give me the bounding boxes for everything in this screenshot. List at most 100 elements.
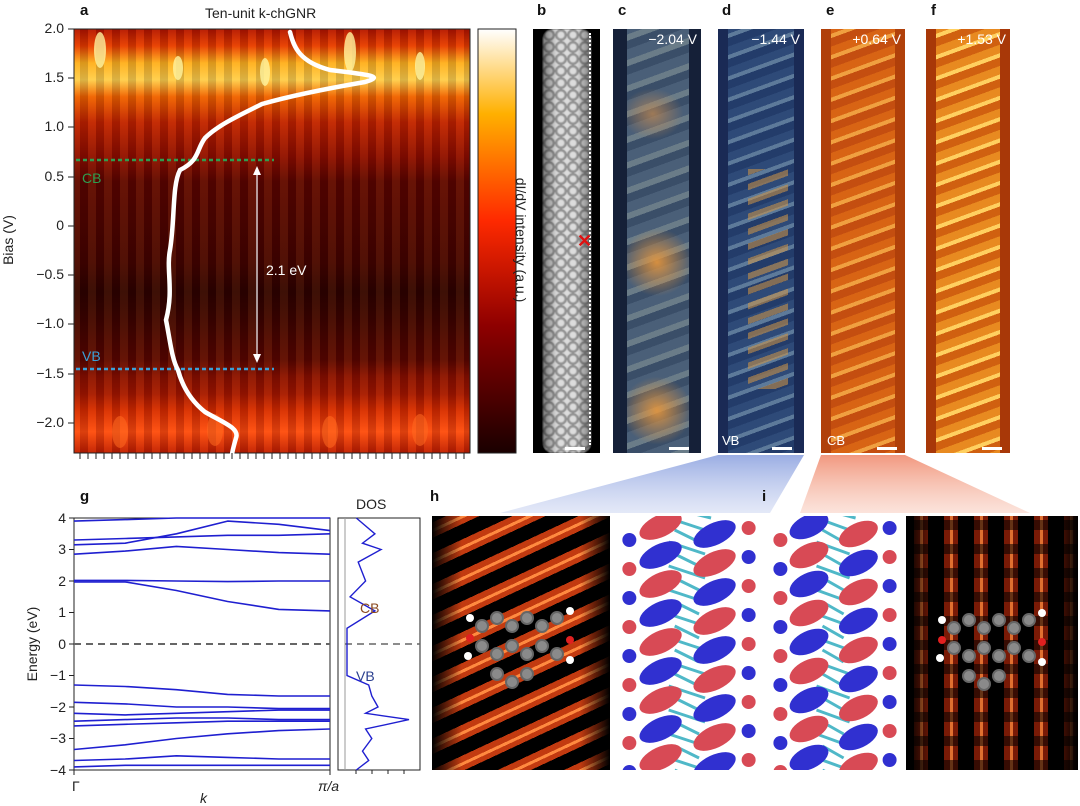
orbital-lobe (639, 599, 682, 627)
band-line-band9 (73, 709, 330, 716)
band-line-band8 (73, 701, 330, 710)
orbital-lobe (882, 579, 897, 593)
orbital-lobe (741, 637, 756, 651)
orbital-lobe (773, 591, 788, 605)
orbital-lobe (693, 694, 736, 722)
a-ytick-label: −2.0 (36, 414, 64, 430)
orbital-lobe (622, 562, 637, 576)
orbital-lobe (741, 550, 756, 564)
a-ytick-label: 0.5 (44, 168, 64, 184)
orbital-lobe (639, 744, 682, 770)
orbital-lobe (639, 657, 682, 685)
panel-e-stm-image: +0.64 V CB (821, 29, 905, 453)
a-ytick-label: −1.5 (36, 365, 64, 381)
orbital-lobe (882, 521, 897, 535)
orbital-lobe (693, 723, 736, 751)
molecule-model (936, 609, 1046, 691)
band-line-band13 (73, 755, 330, 762)
band-line-band12 (73, 728, 331, 751)
orbital-lobe (838, 694, 878, 722)
orbital-lobe (639, 516, 682, 540)
a-ytick-label: 1.0 (44, 118, 64, 134)
orbital-lobe (773, 620, 788, 634)
g-ytick-label: 1 (58, 604, 66, 620)
orbital-lobe (882, 753, 897, 767)
a-ytick-label: 0 (56, 217, 64, 233)
orbital-lobe (693, 636, 736, 664)
orbital-lobe (741, 724, 756, 738)
panel-f-stm-image: +1.53 V (926, 29, 1010, 453)
band-line-band7 (73, 684, 330, 697)
orbital-lobe (639, 628, 682, 656)
panel-c-bias: −2.04 V (648, 31, 697, 47)
panel-e-cb-label: CB (827, 433, 846, 448)
g-ytick-label: −4 (50, 762, 66, 778)
bond-stick (674, 624, 700, 640)
g-ytick-label: −2 (50, 699, 66, 715)
orbital-lobe (741, 666, 756, 680)
panel-c-letter: c (618, 2, 627, 19)
bond-stick (674, 552, 700, 568)
orbital-lobe (773, 765, 788, 770)
panel-d-vb-label: VB (722, 433, 740, 448)
orbital-lobe (789, 715, 829, 743)
g-ytick-label: 2 (58, 573, 66, 589)
orbital-lobe (838, 636, 878, 664)
orbital-lobe (838, 723, 878, 751)
band-line-band6 (73, 517, 330, 522)
orbital-lobe (838, 752, 878, 770)
band-line-band3 (73, 545, 331, 555)
orbital-lobe (693, 578, 736, 606)
orbital-lobe (741, 753, 756, 767)
panel-i-simulated-ldos (906, 516, 1078, 770)
dos-cb-label: CB (360, 600, 380, 616)
orbital-lobe (789, 570, 829, 598)
panel-g-letter: g (80, 488, 90, 505)
scale-bar (772, 447, 792, 450)
panel-h-orbital-isosurface (618, 516, 760, 770)
panel-i-orbital-isosurface (770, 516, 900, 770)
scale-bar (565, 447, 585, 450)
orbital-lobe (741, 521, 756, 535)
orbital-lobe (882, 637, 897, 651)
bond-stick (821, 624, 845, 640)
orbital-lobe (838, 549, 878, 577)
connector-wedges (500, 455, 1030, 513)
orbital-lobe (639, 541, 682, 569)
orbital-lobe (882, 724, 897, 738)
panel-b-letter: b (537, 2, 547, 19)
band-line-band2 (74, 579, 330, 583)
orbital-lobe (773, 649, 788, 663)
band-structure-chart (69, 517, 421, 775)
tip-position-marker: ✕ (577, 231, 593, 251)
orbital-lobe (622, 707, 637, 721)
orbital-lobe (639, 686, 682, 714)
a-ytick-label: 2.0 (44, 20, 64, 36)
panel-b-stm-image: ✕ (533, 29, 600, 453)
orbital-lobe (639, 570, 682, 598)
scale-bar (669, 447, 689, 450)
orbital-lobe (882, 608, 897, 622)
gap-label: 2.1 eV (266, 262, 307, 278)
a-ytick-label: −0.5 (36, 266, 64, 282)
panel-e-letter: e (826, 2, 835, 19)
panel-a-title: Ten-unit k-chGNR (205, 5, 317, 21)
bond-stick (815, 564, 851, 580)
panel-g-ylabel: Energy (eV) (24, 606, 40, 682)
orbital-lobe (741, 695, 756, 709)
panel-f-bias: +1.53 V (957, 31, 1006, 47)
orbital-lobe (882, 550, 897, 564)
bond-stick (821, 552, 845, 568)
bond-stick (674, 696, 700, 712)
orbital-lobe (622, 736, 637, 750)
orbital-lobe (693, 607, 736, 635)
orbital-lobe (693, 549, 736, 577)
x-pi-a-label: π/a (318, 778, 340, 794)
orbital-lobe (789, 516, 829, 540)
band-line-band1 (74, 581, 331, 612)
orbital-lobe (693, 752, 736, 770)
orbital-lobe (789, 541, 829, 569)
orbital-lobe (838, 665, 878, 693)
panel-e-bias: +0.64 V (852, 31, 901, 47)
panel-h-simulated-ldos (432, 516, 610, 770)
